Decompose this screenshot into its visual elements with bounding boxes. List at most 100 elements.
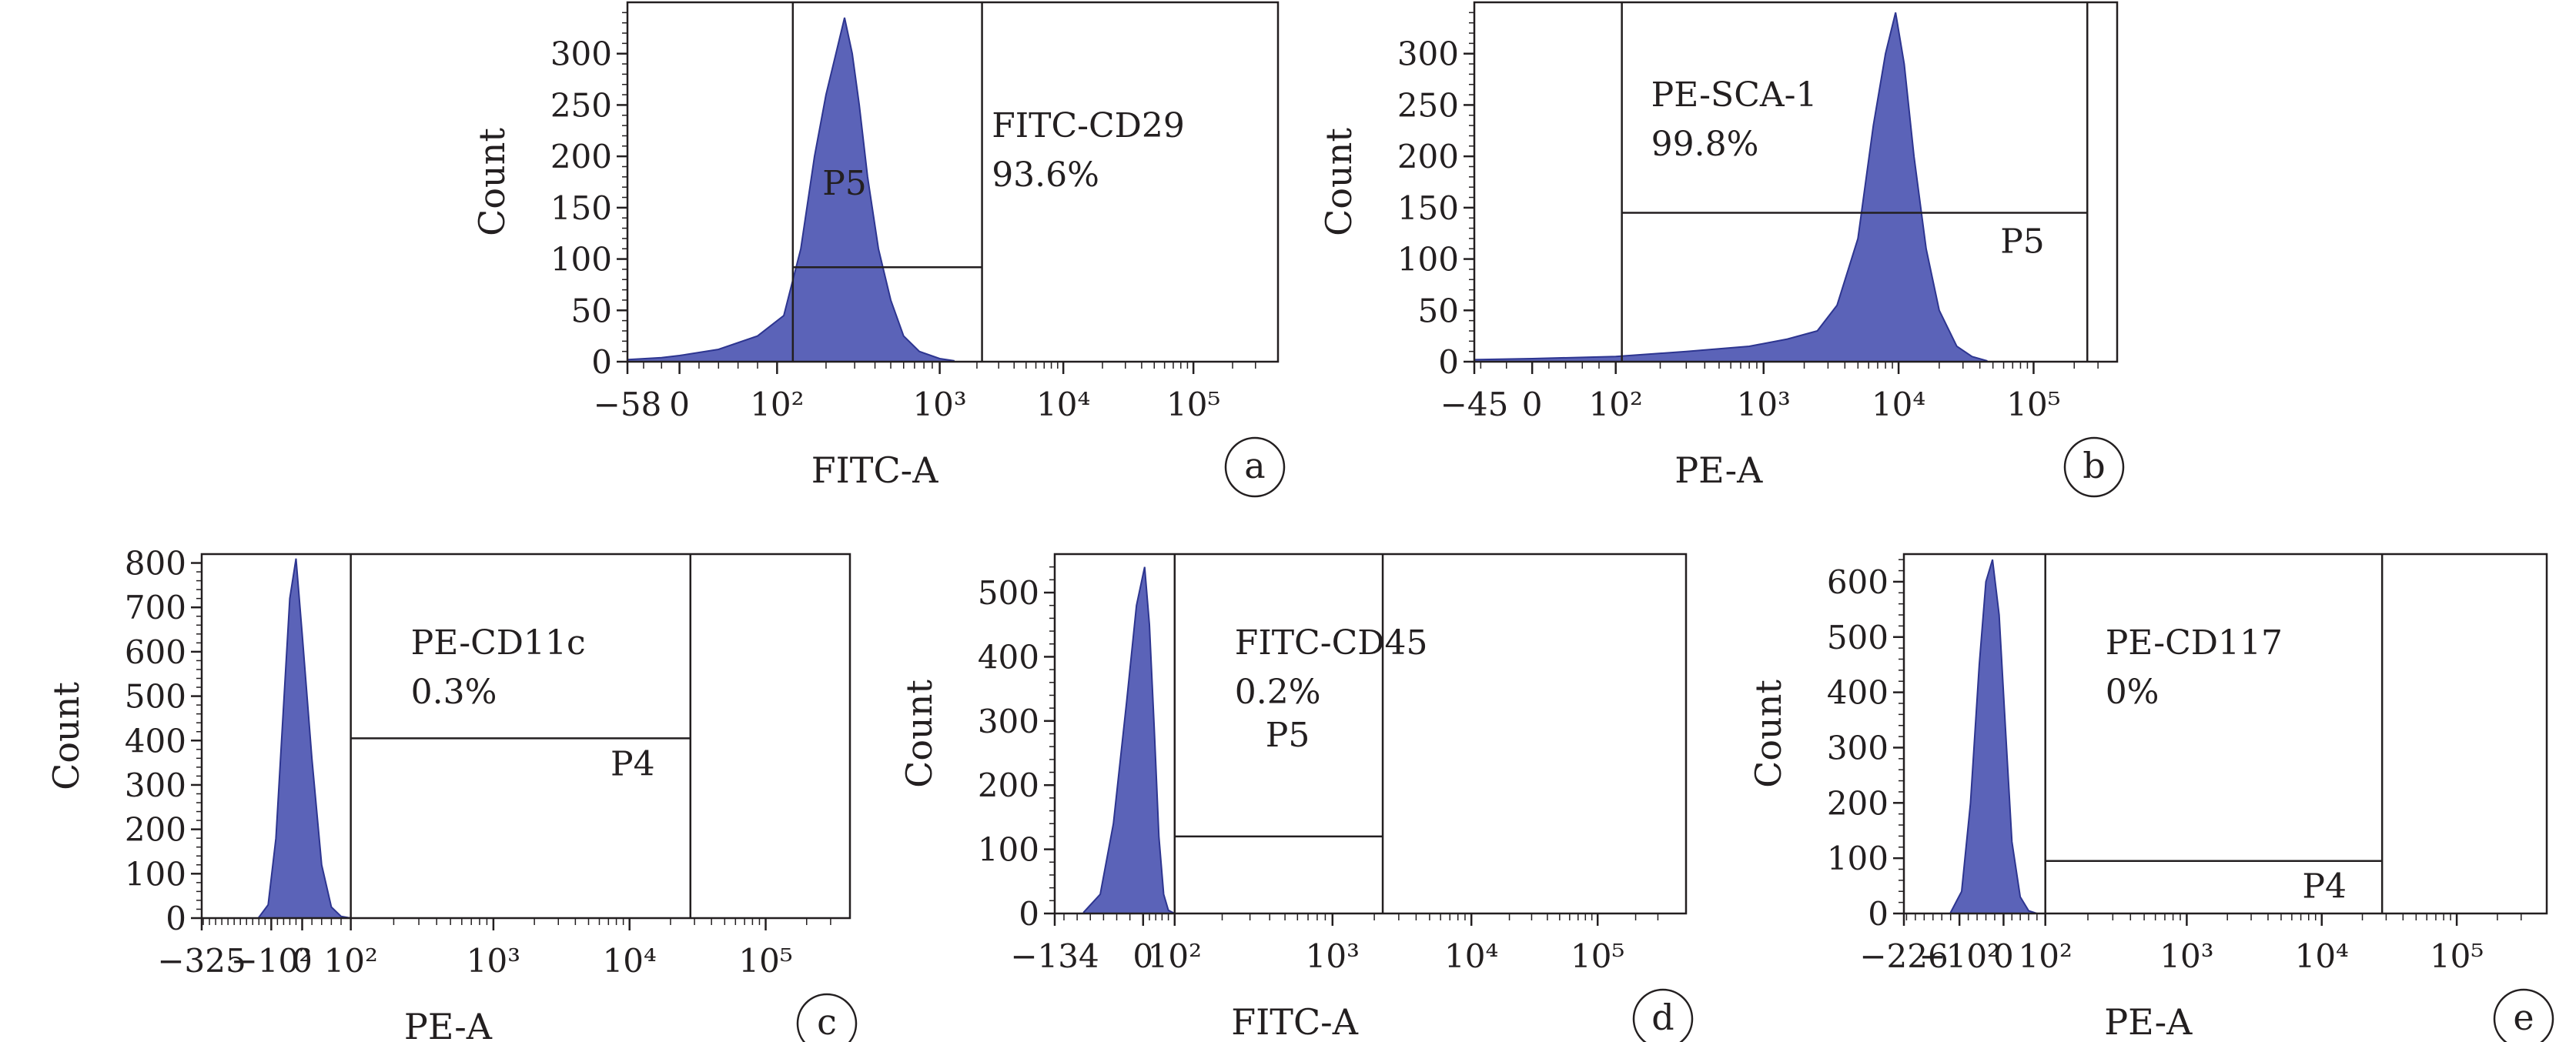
y-axis-label: Count <box>898 680 940 788</box>
y-tick-label: 300 <box>978 703 1039 740</box>
y-tick-label: 400 <box>1827 674 1889 712</box>
x-tick-label: 10³ <box>912 386 966 423</box>
y-tick-label: 400 <box>978 638 1039 676</box>
y-tick-label: 0 <box>166 900 186 937</box>
y-axis-label: Count <box>1318 128 1360 236</box>
panel-badge-circle <box>1632 988 1694 1042</box>
y-tick-label: 100 <box>1397 241 1459 279</box>
panel-c: P4 PE-CD11c 0.3% 0 100 200 300 400 500 600 700 800 −… <box>45 545 858 1042</box>
panel-badge-circle <box>2493 988 2554 1042</box>
y-tick-label: 700 <box>125 589 186 626</box>
panel-badge-label: c <box>817 1001 837 1042</box>
y-tick-label: 400 <box>125 722 186 760</box>
marker-percent-e: 0% <box>2106 673 2159 712</box>
y-tick-label: 50 <box>1418 292 1459 329</box>
marker-label-e: PE-CD117 <box>2106 623 2283 663</box>
y-tick-label: 200 <box>1397 138 1459 175</box>
y-tick-label: 0 <box>1868 895 1889 933</box>
y-tick-label: 800 <box>125 545 186 583</box>
y-axis-label: Count <box>471 128 513 236</box>
x-tick-label: 0 <box>1132 937 1153 975</box>
gate-name-d: P5 <box>1266 716 1310 755</box>
x-axis-label: PE-A <box>1674 449 1763 491</box>
x-tick-label: 10⁵ <box>2430 937 2484 975</box>
y-tick-label: 300 <box>550 35 612 73</box>
x-axis-label: PE-A <box>2104 1001 2193 1042</box>
x-tick-label: 10² <box>1589 386 1643 423</box>
plot-frame <box>200 553 851 920</box>
marker-percent-a: 93.6% <box>992 155 1099 195</box>
x-tick-label: 10³ <box>467 942 520 980</box>
x-tick-label: −10² <box>1919 937 1999 975</box>
x-tick-label: 10⁴ <box>1036 386 1090 423</box>
panel-badge-label: b <box>2083 445 2105 486</box>
x-tick-label: 10⁴ <box>1872 386 1925 423</box>
x-tick-label: 10⁵ <box>2006 386 2060 423</box>
marker-label-c: PE-CD11c <box>411 623 586 663</box>
y-tick-label: 150 <box>550 189 612 227</box>
marker-label-d: FITC-CD45 <box>1235 623 1428 663</box>
x-tick-label: −134 <box>1010 937 1099 975</box>
y-tick-label: 50 <box>571 292 612 329</box>
x-tick-label: 10² <box>324 942 378 980</box>
x-tick-label: 0 <box>292 942 313 980</box>
plot-frame <box>1473 1 2119 363</box>
histogram-d <box>1082 566 1176 914</box>
gate-name-b: P5 <box>2000 222 2045 262</box>
x-tick-label: 10² <box>750 386 804 423</box>
plot-frame <box>1902 553 2548 915</box>
y-tick-label: 500 <box>978 574 1039 612</box>
panel-badge-circle <box>1224 436 1286 498</box>
x-tick-label: −226 <box>1859 937 1948 975</box>
histogram-b <box>1474 12 1988 362</box>
y-tick-label: 250 <box>550 86 612 124</box>
marker-label-b: PE-SCA-1 <box>1651 75 1818 115</box>
y-tick-label: 100 <box>1827 840 1889 877</box>
x-tick-label: 10³ <box>1737 386 1791 423</box>
y-tick-label: 600 <box>1827 563 1889 601</box>
y-tick-label: 200 <box>125 811 186 849</box>
y-tick-label: 250 <box>1397 86 1459 124</box>
y-tick-label: 100 <box>125 855 186 893</box>
y-tick-label: 100 <box>550 241 612 279</box>
histogram-e <box>1949 559 2038 914</box>
marker-label-a: FITC-CD29 <box>992 106 1185 145</box>
y-tick-label: 0 <box>591 343 612 381</box>
x-tick-label: 10³ <box>2159 937 2213 975</box>
histogram-c <box>258 558 351 919</box>
y-tick-label: 600 <box>125 633 186 671</box>
x-axis-label: FITC-A <box>1231 1001 1359 1042</box>
x-tick-label: 10⁵ <box>738 942 792 980</box>
x-tick-label: −325 <box>157 942 246 980</box>
x-tick-label: 10² <box>1148 937 1202 975</box>
x-tick-label: 10³ <box>1306 937 1360 975</box>
y-tick-label: 100 <box>978 831 1039 869</box>
histogram-a <box>627 17 955 362</box>
x-tick-label: 10⁴ <box>2295 937 2349 975</box>
x-tick-label: 10⁵ <box>1166 386 1220 423</box>
y-tick-label: 500 <box>125 678 186 716</box>
x-tick-label: 10² <box>2019 937 2073 975</box>
x-tick-label: 10⁴ <box>1444 937 1498 975</box>
x-tick-label: 0 <box>1522 386 1543 423</box>
gate-name-e: P4 <box>2302 867 2347 907</box>
gate-name-a: P5 <box>822 164 867 203</box>
y-tick-label: 0 <box>1019 895 1039 933</box>
panel-b: P5 PE-SCA-1 99.8% 0 50 100 150 200 250 300 −45 0 10²… <box>1318 1 2125 498</box>
panel-badge-label: a <box>1244 445 1265 486</box>
x-tick-label: −58 <box>594 386 662 423</box>
x-tick-label: 10⁵ <box>1571 937 1624 975</box>
x-axis-label: PE-A <box>404 1006 493 1042</box>
panel-badge-label: e <box>2513 997 2534 1038</box>
x-tick-label: −45 <box>1440 386 1509 423</box>
y-tick-label: 300 <box>1827 729 1889 766</box>
y-tick-label: 500 <box>1827 619 1889 656</box>
x-tick-label: 0 <box>669 386 690 423</box>
x-tick-label: 0 <box>1993 937 2014 975</box>
y-tick-label: 150 <box>1397 189 1459 227</box>
panel-badge-circle <box>2063 436 2125 498</box>
marker-percent-c: 0.3% <box>411 673 497 712</box>
